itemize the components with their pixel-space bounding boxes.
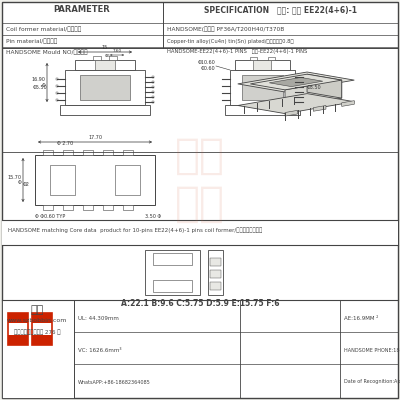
Bar xyxy=(63,205,73,210)
Text: Φ 2.70: Φ 2.70 xyxy=(57,141,73,146)
Bar xyxy=(210,258,221,266)
Text: AE:16.9MM ²: AE:16.9MM ² xyxy=(344,316,378,320)
Text: Φ6: Φ6 xyxy=(105,54,111,58)
Text: Coil former material/线圈材料: Coil former material/线圈材料 xyxy=(6,26,81,32)
Bar xyxy=(35,155,155,205)
Bar xyxy=(60,105,150,115)
Bar xyxy=(242,75,283,100)
Text: Φ3.50: Φ3.50 xyxy=(307,85,322,90)
Polygon shape xyxy=(307,74,342,98)
Bar xyxy=(56,92,58,94)
Bar xyxy=(8,313,28,345)
Polygon shape xyxy=(313,106,326,111)
Text: 7.60: 7.60 xyxy=(112,50,122,54)
Text: Φ5.50: Φ5.50 xyxy=(32,85,47,90)
Text: 16.90
Φ: 16.90 Φ xyxy=(31,77,45,88)
Bar xyxy=(250,57,257,60)
Bar xyxy=(109,56,117,60)
Bar xyxy=(2,220,398,245)
Text: 换升: 换升 xyxy=(30,305,44,315)
Text: 15.70
Φ: 15.70 Φ xyxy=(7,174,21,186)
Bar xyxy=(32,313,52,323)
Polygon shape xyxy=(269,78,323,87)
Polygon shape xyxy=(342,101,354,106)
Bar xyxy=(225,105,300,115)
Bar xyxy=(145,250,200,295)
Bar xyxy=(56,99,58,101)
Text: Pin material/端子材料: Pin material/端子材料 xyxy=(6,38,57,44)
Bar xyxy=(75,60,135,70)
Text: HANDSOME matching Core data  product for 10-pins EE22(4+6)-1 pins coil former/换升: HANDSOME matching Core data product for … xyxy=(8,227,262,233)
Bar xyxy=(32,313,52,345)
Text: SPECIFICATION   品名: 换升 EE22(4+6)-1: SPECIFICATION 品名: 换升 EE22(4+6)-1 xyxy=(204,6,356,14)
Bar xyxy=(152,86,154,88)
Bar xyxy=(123,150,133,155)
Bar xyxy=(235,60,290,70)
Text: PARAMETER: PARAMETER xyxy=(54,6,110,14)
Bar xyxy=(103,150,113,155)
Bar xyxy=(152,96,154,98)
Text: Φ0.60: Φ0.60 xyxy=(200,66,215,70)
Bar xyxy=(63,150,73,155)
Text: Φ10.60: Φ10.60 xyxy=(197,60,215,64)
Polygon shape xyxy=(285,110,298,116)
Polygon shape xyxy=(285,80,342,108)
Bar xyxy=(152,81,154,83)
Bar xyxy=(115,165,140,195)
Text: www.szbobbin.com: www.szbobbin.com xyxy=(7,318,67,322)
Polygon shape xyxy=(238,94,354,114)
Bar xyxy=(152,91,154,93)
Text: HANDSOME(换升） PF36A/T200H40/T370B: HANDSOME(换升） PF36A/T200H40/T370B xyxy=(167,26,284,32)
Polygon shape xyxy=(238,72,354,92)
Bar xyxy=(153,280,192,292)
Text: VC: 1626.6mm³: VC: 1626.6mm³ xyxy=(78,348,122,352)
Bar xyxy=(56,78,58,80)
Bar xyxy=(50,165,75,195)
Text: Φ Φ0.60 TYP: Φ Φ0.60 TYP xyxy=(35,214,65,220)
Bar xyxy=(103,205,113,210)
Bar xyxy=(268,57,275,60)
Text: Date of Recognition:April 28, 2021: Date of Recognition:April 28, 2021 xyxy=(344,380,400,384)
Bar xyxy=(152,101,154,103)
Text: 3.50 Φ: 3.50 Φ xyxy=(145,214,161,220)
Bar xyxy=(153,253,192,265)
Text: Copper-tin alloy(Cu4n) tin(Sn) plated/磷青铜镀锡0.8厘: Copper-tin alloy(Cu4n) tin(Sn) plated/磷青… xyxy=(167,38,294,44)
Bar xyxy=(65,70,145,105)
Bar xyxy=(93,56,101,60)
Text: 15: 15 xyxy=(102,45,108,50)
Bar xyxy=(80,75,130,100)
Polygon shape xyxy=(250,74,342,90)
Text: A:22.1 B:9.6 C:5.75 D:5.9 E:15.75 F:6: A:22.1 B:9.6 C:5.75 D:5.9 E:15.75 F:6 xyxy=(121,298,279,308)
Bar xyxy=(2,300,74,398)
Bar xyxy=(83,150,93,155)
Bar xyxy=(56,85,58,87)
Bar xyxy=(208,250,223,295)
Bar xyxy=(43,150,53,155)
Text: HANDSOME-EE22(4+6)-1 PINS   换升-EE22(4+6)-1 PINS: HANDSOME-EE22(4+6)-1 PINS 换升-EE22(4+6)-1… xyxy=(167,50,307,54)
Bar xyxy=(253,60,271,70)
Text: 换升
塑料: 换升 塑料 xyxy=(175,135,225,225)
Bar xyxy=(8,335,28,345)
Bar xyxy=(230,70,295,105)
Bar xyxy=(8,313,28,323)
Bar xyxy=(123,205,133,210)
Text: 东莞市石排下沙大道 276 号: 东莞市石排下沙大道 276 号 xyxy=(14,329,60,335)
Bar xyxy=(83,205,93,210)
Text: WhatsAPP:+86-18682364085: WhatsAPP:+86-18682364085 xyxy=(78,380,151,384)
Bar xyxy=(43,205,53,210)
Text: 17.70: 17.70 xyxy=(88,135,102,140)
Bar xyxy=(210,270,221,278)
Bar xyxy=(152,76,154,78)
Text: HANDSOME Mould NO/我方品名: HANDSOME Mould NO/我方品名 xyxy=(6,49,88,55)
Text: UL: 44.309mm: UL: 44.309mm xyxy=(78,316,119,320)
Bar xyxy=(32,335,52,345)
Text: HANDSOME PHONE:18682364085: HANDSOME PHONE:18682364085 xyxy=(344,348,400,352)
Text: Φ2: Φ2 xyxy=(23,182,30,188)
Bar xyxy=(95,60,115,70)
Bar xyxy=(210,282,221,290)
